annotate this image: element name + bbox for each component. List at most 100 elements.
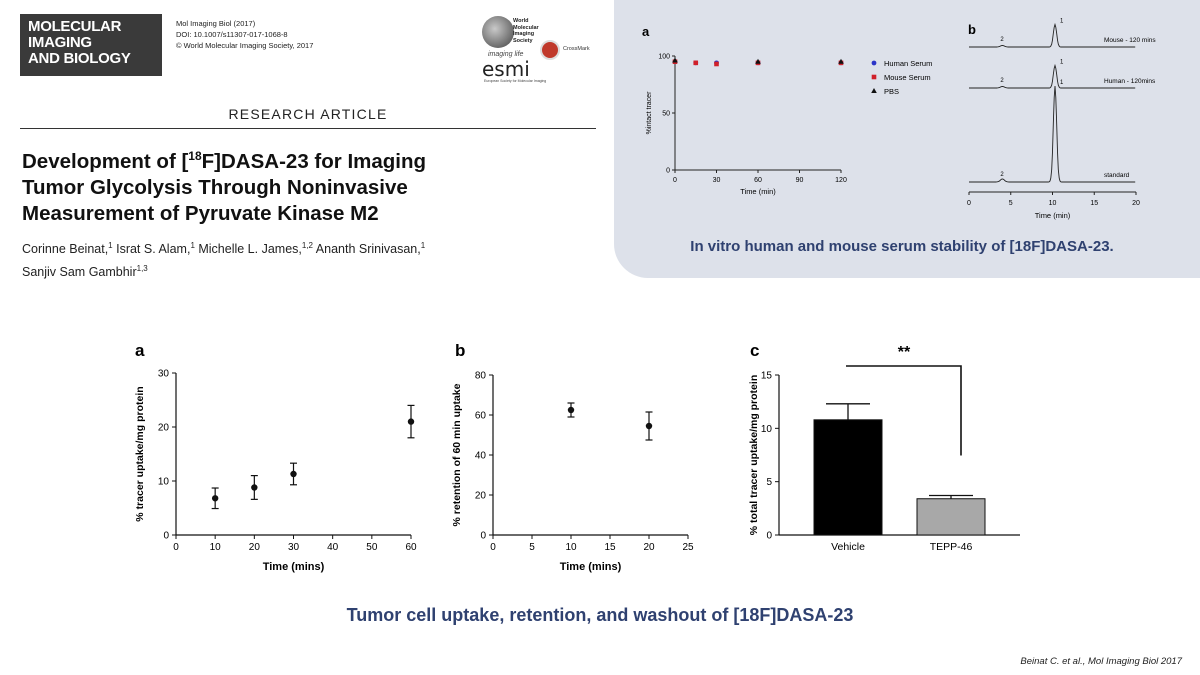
author-name[interactable]: Sanjiv Sam Gambhir [22, 265, 137, 280]
author-affiliation: 1 [420, 241, 426, 250]
esmi-logo: esmi [482, 57, 530, 81]
x-tick-label: 15 [1090, 200, 1098, 207]
wmis-line: World [513, 18, 529, 24]
crossmark-icon[interactable] [540, 40, 560, 60]
y-tick-label: 0 [766, 531, 772, 542]
author-list: Corinne Beinat,1 Israt S. Alam,1 Michell… [22, 236, 425, 282]
category-label: TEPP-46 [930, 541, 973, 553]
wmis-line: Imaging [513, 31, 535, 37]
bar [813, 419, 883, 536]
crossmark-label: CrossMark [563, 46, 590, 52]
journal-meta: Mol Imaging Biol (2017) DOI: 10.1007/s11… [176, 18, 313, 51]
data-point [251, 484, 258, 491]
trace-label: standard [1104, 172, 1130, 179]
stability-figure-caption: In vitro human and mouse serum stability… [690, 238, 1114, 255]
x-tick-label: 5 [1009, 200, 1013, 207]
significance-bracket [846, 365, 962, 456]
esmi-subtitle: European Society for Molecular Imaging [484, 79, 547, 83]
article-type: RESEARCH ARTICLE [228, 106, 388, 122]
data-point [672, 57, 678, 63]
y-tick-label: 0 [163, 531, 169, 542]
peak-label: 2 [1000, 37, 1004, 43]
y-tick-label: 0 [666, 168, 670, 175]
y-tick-label: 10 [158, 477, 170, 488]
stability-figure-panel [614, 0, 1200, 278]
x-axis-label: Time (mins) [263, 561, 325, 573]
author-affiliation: 1,2 [301, 241, 313, 250]
uptake-figure-caption: Tumor cell uptake, retention, and washou… [346, 605, 854, 625]
journal-citation: Mol Imaging Biol (2017) [176, 19, 256, 28]
legend-marker [871, 88, 877, 93]
x-tick-label: 30 [713, 177, 721, 184]
data-point [714, 61, 719, 67]
x-tick-label: 15 [604, 542, 616, 553]
x-tick-label: 20 [643, 542, 655, 553]
x-tick-label: 0 [173, 542, 179, 553]
title-line: Measurement of Pyruvate Kinase M2 [22, 201, 379, 225]
x-tick-label: 30 [288, 542, 300, 553]
y-tick-label: 0 [480, 531, 486, 542]
wmis-logo-text: World Molecular Imaging Society [513, 18, 539, 44]
stability-chart-a: a 0 30 60 90 120 0 50 100 Time (min) %intact trace… [642, 24, 932, 196]
y-tick-label: 20 [158, 423, 170, 434]
y-tick-label: 40 [475, 451, 487, 462]
source-citation: Beinat C. et al., Mol Imaging Biol 2017 [1020, 656, 1182, 667]
x-tick-label: 10 [1049, 200, 1057, 207]
data-point [645, 422, 653, 430]
data-point [755, 58, 761, 64]
doi-link[interactable]: DOI: 10.1007/s11307-017-1068-8 [176, 30, 288, 39]
x-tick-label: 40 [327, 542, 339, 553]
x-tick-label: 25 [682, 542, 694, 553]
x-axis-label: Time (min) [1035, 211, 1071, 220]
journal-logo-line: AND BIOLOGY [28, 50, 131, 67]
wmis-line: Molecular [513, 24, 539, 31]
x-tick-label: 50 [366, 542, 378, 553]
author-name[interactable]: Israt S. Alam, [112, 242, 191, 257]
peak-label: 2 [1000, 78, 1004, 84]
data-point [567, 406, 575, 414]
trace-label: Human - 120mins [1104, 78, 1156, 85]
y-tick-label: 30 [158, 369, 170, 380]
x-tick-label: 5 [529, 542, 535, 553]
author-affiliation: 1 [108, 241, 113, 250]
author-name[interactable]: Corinne Beinat, [22, 242, 109, 257]
category-label: Vehicle [831, 541, 865, 553]
data-point [290, 470, 297, 478]
authors-line: Sanjiv Sam Gambhir1,3 [22, 259, 425, 282]
tepp46-bar-chart-c: c 0 5 10 15% total tracer uptake/mg protein V… [748, 341, 1020, 553]
copyright: © World Molecular Imaging Society, 2017 [176, 41, 314, 50]
journal-logo-line: IMAGING [28, 34, 92, 51]
trace-label: Mouse - 120 mins [1104, 37, 1156, 44]
y-tick-label: 15 [761, 371, 773, 382]
author-name[interactable]: Ananth Srinivasan, [313, 242, 421, 257]
x-tick-label: 0 [673, 177, 677, 184]
peak-label: 1 [1060, 19, 1064, 25]
y-axis-label: % retention of 60 min uptake [451, 383, 463, 526]
journal-logo: MOLECULAR IMAGING AND BIOLOGY [20, 14, 162, 76]
chromatogram-chart-b: b 1 2 Mouse - 120 mins 1 2 Human - 120mins 1 2 st… [967, 19, 1156, 221]
panel-letter: a [642, 24, 650, 39]
data-point [407, 418, 415, 425]
title-text: F]DASA-23 for Imaging [201, 149, 427, 173]
x-tick-label: 0 [967, 200, 971, 207]
x-tick-label: 60 [405, 542, 417, 553]
y-axis-label: % total tracer uptake/mg protein [748, 375, 760, 535]
x-tick-label: 90 [796, 177, 804, 184]
panel-letter: b [968, 22, 976, 37]
authors-line: Corinne Beinat,1 Israt S. Alam,1 Michell… [22, 236, 425, 259]
article-title: Development of [18F]DASA-23 for Imaging … [22, 143, 426, 227]
y-axis-label: %intact tracer [646, 91, 653, 134]
title-line: Development of [18F]DASA-23 for Imaging [22, 143, 426, 175]
chromatogram-trace [969, 85, 1136, 183]
legend-marker [871, 60, 877, 66]
author-name[interactable]: Michelle L. James, [194, 242, 302, 257]
panel-letter: a [135, 341, 145, 360]
uptake-chart-a: a 0 10 20 30 40 50 60 0 10 20 30 Time (mins) % tracer… [134, 341, 417, 573]
title-line: Tumor Glycolysis Through Noninvasive [22, 175, 408, 199]
x-tick-label: 60 [754, 177, 762, 184]
title-text: Development of [ [22, 149, 189, 173]
significance-label: ** [898, 344, 911, 361]
legend-label: Mouse Serum [884, 73, 931, 82]
